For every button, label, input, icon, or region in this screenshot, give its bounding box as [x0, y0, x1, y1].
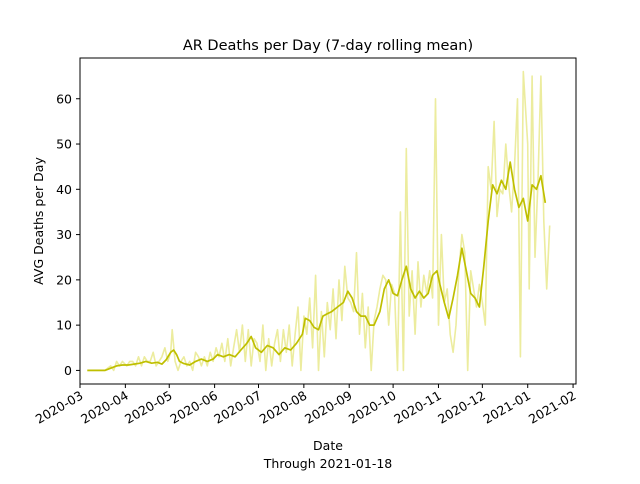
y-tick-label: 30 [56, 227, 72, 242]
y-tick-label: 40 [56, 182, 72, 197]
chart-title: AR Deaths per Day (7-day rolling mean) [183, 38, 473, 54]
y-tick-label: 50 [56, 137, 72, 152]
y-tick-label: 20 [56, 272, 72, 287]
y-tick-label: 0 [64, 363, 72, 378]
y-tick-label: 60 [56, 91, 72, 106]
y-tick-label: 10 [56, 318, 72, 333]
plot-frame [79, 57, 577, 385]
rolling-mean-line [87, 161, 547, 372]
series-layer [87, 70, 551, 372]
y-axis: 0 10 20 30 40 50 60 [56, 91, 80, 378]
x-axis-label: Date [313, 438, 343, 453]
x-axis-sublabel: Through 2021-01-18 [263, 456, 393, 471]
y-axis-label: AVG Deaths per Day [31, 157, 46, 285]
